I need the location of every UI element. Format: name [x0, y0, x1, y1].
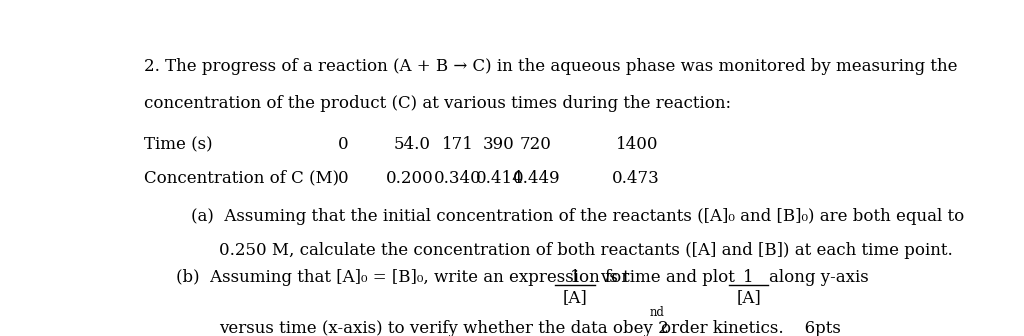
Text: 0.340: 0.340: [433, 170, 481, 187]
Text: 171: 171: [441, 136, 473, 153]
Text: order kinetics.    6pts: order kinetics. 6pts: [662, 320, 841, 336]
Text: [A]: [A]: [562, 289, 587, 306]
Text: 0: 0: [338, 136, 349, 153]
Text: vs time and plot: vs time and plot: [600, 269, 735, 286]
Text: concentration of the product (C) at various times during the reaction:: concentration of the product (C) at vari…: [143, 95, 731, 112]
Text: nd: nd: [649, 305, 665, 319]
Text: 0.250 M, calculate the concentration of both reactants ([A] and [B]) at each tim: 0.250 M, calculate the concentration of …: [219, 242, 953, 259]
Text: 54.0: 54.0: [394, 136, 431, 153]
Text: 1400: 1400: [616, 136, 658, 153]
Text: Time (s): Time (s): [143, 136, 213, 153]
Text: 0: 0: [338, 170, 349, 187]
Text: 2. The progress of a reaction (A + B → C) in the aqueous phase was monitored by : 2. The progress of a reaction (A + B → C…: [143, 58, 957, 75]
Text: 0.449: 0.449: [513, 170, 560, 187]
Text: [A]: [A]: [736, 289, 761, 306]
Text: 1: 1: [569, 269, 581, 286]
Text: versus time (x-axis) to verify whether the data obey 2: versus time (x-axis) to verify whether t…: [219, 320, 669, 336]
Text: Concentration of C (M): Concentration of C (M): [143, 170, 339, 187]
Text: 0.473: 0.473: [612, 170, 659, 187]
Text: (b)  Assuming that [A]₀ = [B]₀, write an expression for: (b) Assuming that [A]₀ = [B]₀, write an …: [176, 269, 629, 286]
Text: 720: 720: [520, 136, 552, 153]
Text: 0.414: 0.414: [475, 170, 523, 187]
Text: along y-axis: along y-axis: [769, 269, 869, 286]
Text: (a)  Assuming that the initial concentration of the reactants ([A]₀ and [B]₀) ar: (a) Assuming that the initial concentrat…: [191, 208, 965, 225]
Text: 1: 1: [743, 269, 754, 286]
Text: 0.200: 0.200: [386, 170, 434, 187]
Text: 390: 390: [482, 136, 514, 153]
